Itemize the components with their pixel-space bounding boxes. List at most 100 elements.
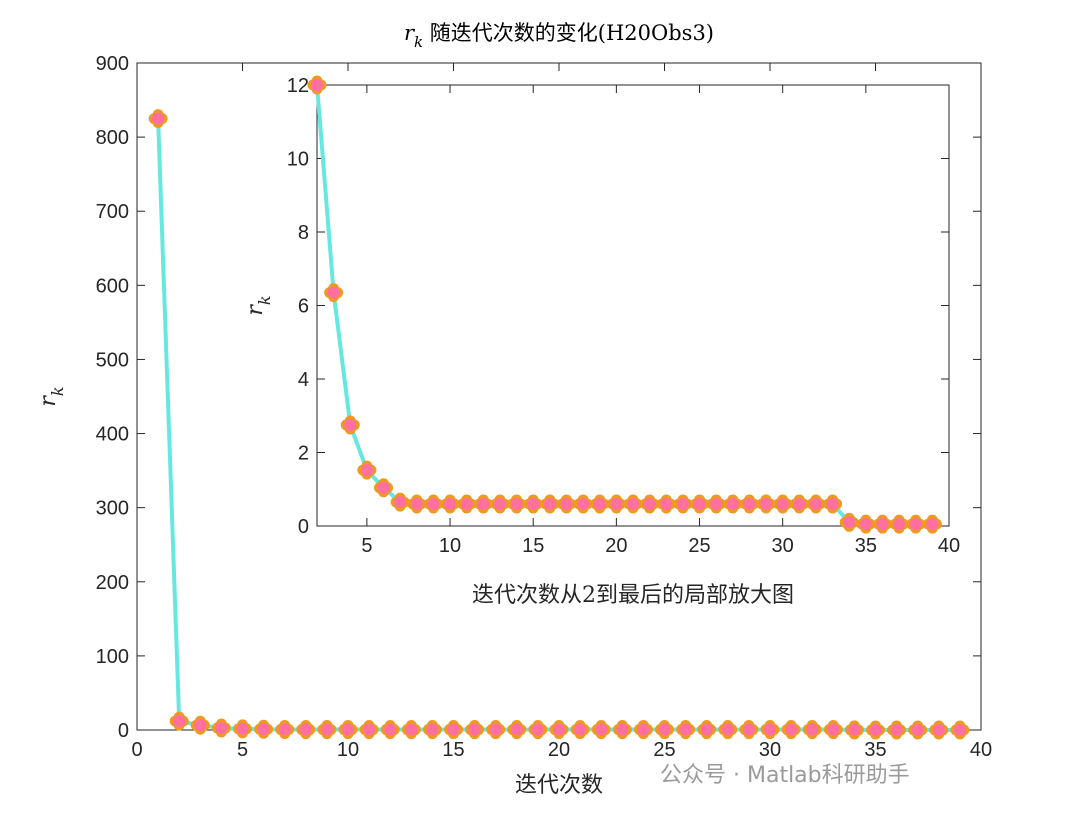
marker-fill bbox=[953, 723, 966, 736]
y-tick-label: 100 bbox=[96, 646, 129, 668]
y-tick-label: 8 bbox=[298, 222, 309, 244]
data-point bbox=[655, 720, 674, 740]
x-tick-label: 30 bbox=[759, 739, 781, 761]
data-point bbox=[390, 492, 410, 512]
data-point bbox=[556, 494, 576, 514]
y-tick-label: 4 bbox=[298, 369, 309, 391]
data-point bbox=[570, 720, 590, 740]
marker-fill bbox=[344, 418, 357, 431]
data-point bbox=[296, 720, 316, 740]
y-tick-label: 2 bbox=[298, 443, 309, 465]
x-tick-label: 35 bbox=[855, 535, 877, 557]
marker-fill bbox=[593, 497, 606, 510]
data-point bbox=[739, 494, 759, 514]
data-point bbox=[906, 514, 926, 534]
marker-fill bbox=[394, 496, 407, 509]
x-tick-label: 5 bbox=[237, 739, 248, 761]
marker-fill bbox=[764, 723, 776, 736]
y-tick-label: 900 bbox=[96, 53, 129, 75]
marker-fill bbox=[726, 497, 739, 510]
y-tick-label: 600 bbox=[96, 275, 129, 297]
marker-fill bbox=[616, 723, 629, 736]
marker-fill bbox=[869, 723, 882, 736]
data-point bbox=[540, 494, 560, 514]
marker-fill bbox=[932, 723, 945, 736]
marker-fill bbox=[278, 723, 291, 736]
data-point bbox=[457, 494, 477, 514]
x-tick-label: 15 bbox=[442, 739, 464, 761]
data-point bbox=[823, 494, 843, 514]
marker-fill bbox=[360, 464, 373, 477]
marker-fill bbox=[926, 518, 939, 531]
data-point bbox=[718, 720, 738, 740]
marker-fill bbox=[342, 723, 354, 736]
data-point bbox=[573, 494, 593, 514]
data-point bbox=[423, 494, 443, 514]
x-tick-label: 40 bbox=[970, 739, 992, 761]
chart-title: rk 随迭代次数的变化(H20Obs3) bbox=[404, 21, 714, 51]
axes-box bbox=[316, 84, 950, 527]
marker-fill bbox=[679, 723, 692, 736]
x-tick-label: 0 bbox=[131, 739, 142, 761]
y-tick-label: 6 bbox=[298, 296, 309, 318]
data-point bbox=[922, 514, 942, 534]
data-point bbox=[401, 720, 421, 740]
data-point bbox=[317, 720, 337, 740]
marker-fill bbox=[460, 497, 473, 510]
marker-fill bbox=[553, 723, 565, 736]
marker-fill bbox=[890, 723, 903, 736]
data-point bbox=[844, 720, 864, 740]
data-point bbox=[760, 720, 780, 740]
marker-fill bbox=[595, 723, 608, 736]
data-point bbox=[254, 719, 274, 739]
marker-fill bbox=[676, 497, 689, 510]
y-tick-label: 10 bbox=[287, 149, 309, 171]
data-point bbox=[739, 720, 759, 740]
y-tick-label: 800 bbox=[96, 127, 129, 149]
data-point bbox=[839, 512, 859, 532]
data-point bbox=[640, 494, 660, 514]
marker-fill bbox=[721, 723, 734, 736]
y-tick-label: 700 bbox=[96, 201, 129, 223]
y-tick-label: 500 bbox=[96, 349, 129, 371]
marker-fill bbox=[320, 723, 333, 736]
data-point bbox=[440, 494, 460, 514]
data-point bbox=[789, 494, 809, 514]
x-tick-label: 30 bbox=[772, 535, 794, 557]
data-point bbox=[490, 494, 510, 514]
marker-fill bbox=[776, 497, 789, 510]
data-point bbox=[802, 720, 822, 740]
marker-fill bbox=[410, 497, 423, 510]
data-point bbox=[307, 75, 327, 95]
marker-fill bbox=[809, 497, 822, 510]
data-point bbox=[887, 720, 907, 740]
marker-fill bbox=[848, 723, 861, 736]
data-point bbox=[275, 720, 295, 740]
y-tick-label: 0 bbox=[118, 720, 129, 742]
watermark: 公众号 · Matlab科研助手 bbox=[660, 763, 910, 788]
data-point bbox=[380, 720, 400, 740]
marker-fill bbox=[215, 721, 228, 734]
marker-fill bbox=[911, 723, 924, 736]
data-point bbox=[823, 720, 843, 740]
marker-fill bbox=[510, 497, 523, 510]
marker-fill bbox=[909, 518, 922, 531]
data-point bbox=[233, 719, 252, 739]
data-point bbox=[773, 494, 793, 514]
marker-fill bbox=[327, 286, 340, 299]
marker-fill bbox=[742, 723, 755, 736]
marker-fill bbox=[610, 497, 623, 510]
data-point bbox=[612, 720, 632, 740]
marker-fill bbox=[710, 497, 723, 510]
marker-fill bbox=[426, 723, 439, 736]
marker-fill bbox=[893, 518, 906, 531]
marker-fill bbox=[643, 497, 656, 510]
y-tick-label: 0 bbox=[298, 516, 309, 538]
y-tick-label: 200 bbox=[96, 572, 129, 594]
data-point bbox=[590, 494, 610, 514]
data-point bbox=[190, 715, 210, 735]
marker-fill bbox=[827, 723, 840, 736]
marker-fill bbox=[444, 497, 457, 510]
data-point bbox=[723, 494, 743, 514]
marker-fill bbox=[693, 497, 706, 510]
